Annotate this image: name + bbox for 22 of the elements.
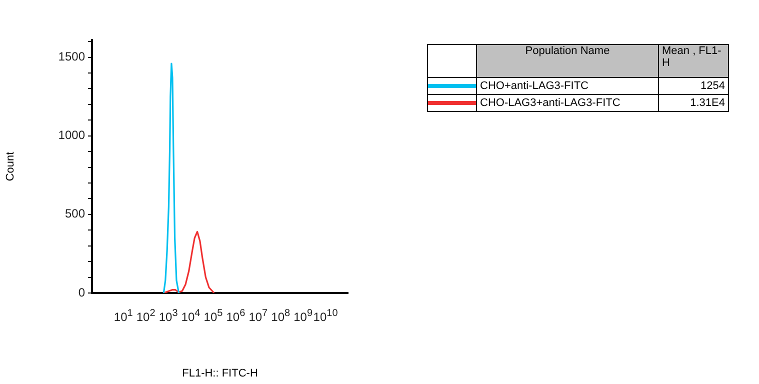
text: Mean , FL1-H (658, 44, 728, 78)
x-tick-label: 10$^{4}$ (181, 308, 200, 324)
x-axis-title: FL1-H:: FITC-H (182, 367, 258, 380)
legend-label: CHO-LAG3+anti-LAG3-FITC (476, 94, 658, 112)
x-tick-label: 10$^{3}$ (158, 308, 178, 324)
x-tick-label: 10$^{7}$ (248, 308, 268, 324)
y-tick-label: 1500 (58, 50, 86, 64)
x-tick-label: 10$^{8}$ (271, 308, 290, 324)
y-tick-label: 0 (78, 285, 86, 300)
x-tick-label: 10$^{1}$ (114, 308, 133, 324)
x-tick-label: 10$^{2}$ (136, 308, 156, 324)
y-tick-label: 500 (64, 206, 86, 221)
text: 1254 (658, 78, 728, 94)
x-tick-label: 10$^{10}$ (313, 308, 338, 324)
legend-label: CHO+anti-LAG3-FITC (476, 78, 658, 94)
x-tick-label: 10$^{9}$ (294, 308, 313, 324)
x-tick-label: 10$^{5}$ (204, 308, 223, 324)
x-tick-label: 10$^{6}$ (226, 308, 246, 324)
y-axis-title: Count (4, 152, 17, 182)
y-tick-label: 1000 (58, 128, 86, 142)
text: 1.31E4 (658, 94, 728, 112)
legend-title: Population Name (476, 44, 658, 78)
